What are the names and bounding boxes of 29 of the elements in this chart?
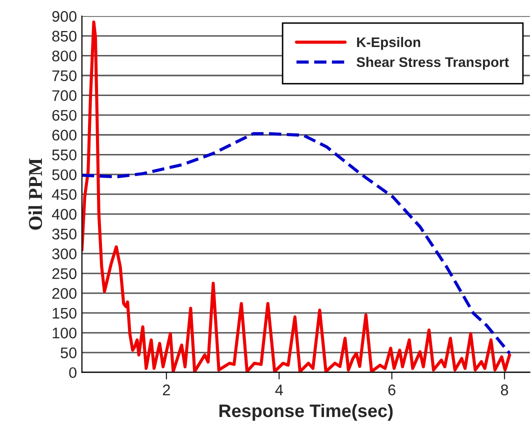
x-tick-label: 8	[500, 384, 508, 396]
y-tick-label: 650	[52, 110, 76, 121]
y-tick-label: 550	[52, 150, 76, 160]
y-tick-label: 250	[52, 268, 76, 280]
y-tick-label: 350	[52, 228, 76, 240]
line-series	[82, 132, 512, 355]
legend-label: Shear Stress Transport	[356, 56, 509, 70]
y-tick-label: 50	[60, 347, 76, 358]
y-tick-label: 600	[52, 130, 76, 141]
x-tick-label: 2	[162, 384, 170, 396]
legend-label: K-Epsilon	[357, 36, 420, 50]
y-tick-label: 400	[52, 208, 76, 220]
y-tick-label: 0	[69, 367, 76, 378]
y-tick-label: 200	[52, 288, 76, 299]
x-tick-label: 4	[275, 384, 283, 396]
y-tick-label: 150	[52, 308, 76, 319]
x-axis-title: Response Time(sec)	[219, 404, 393, 421]
x-tick-label: 6	[388, 384, 396, 396]
y-tick-label: 750	[52, 70, 76, 82]
y-axis-title: Oil PPM	[28, 158, 42, 230]
y-tick-label: 900	[52, 11, 76, 22]
y-tick-label: 100	[52, 328, 76, 338]
y-tick-label: 850	[52, 30, 76, 42]
y-tick-label: 300	[52, 248, 76, 260]
y-tick-label: 450	[52, 189, 76, 200]
line-series	[82, 20, 512, 372]
y-tick-label: 700	[52, 90, 76, 101]
y-tick-label: 800	[52, 50, 76, 62]
y-tick-label: 500	[52, 169, 76, 180]
